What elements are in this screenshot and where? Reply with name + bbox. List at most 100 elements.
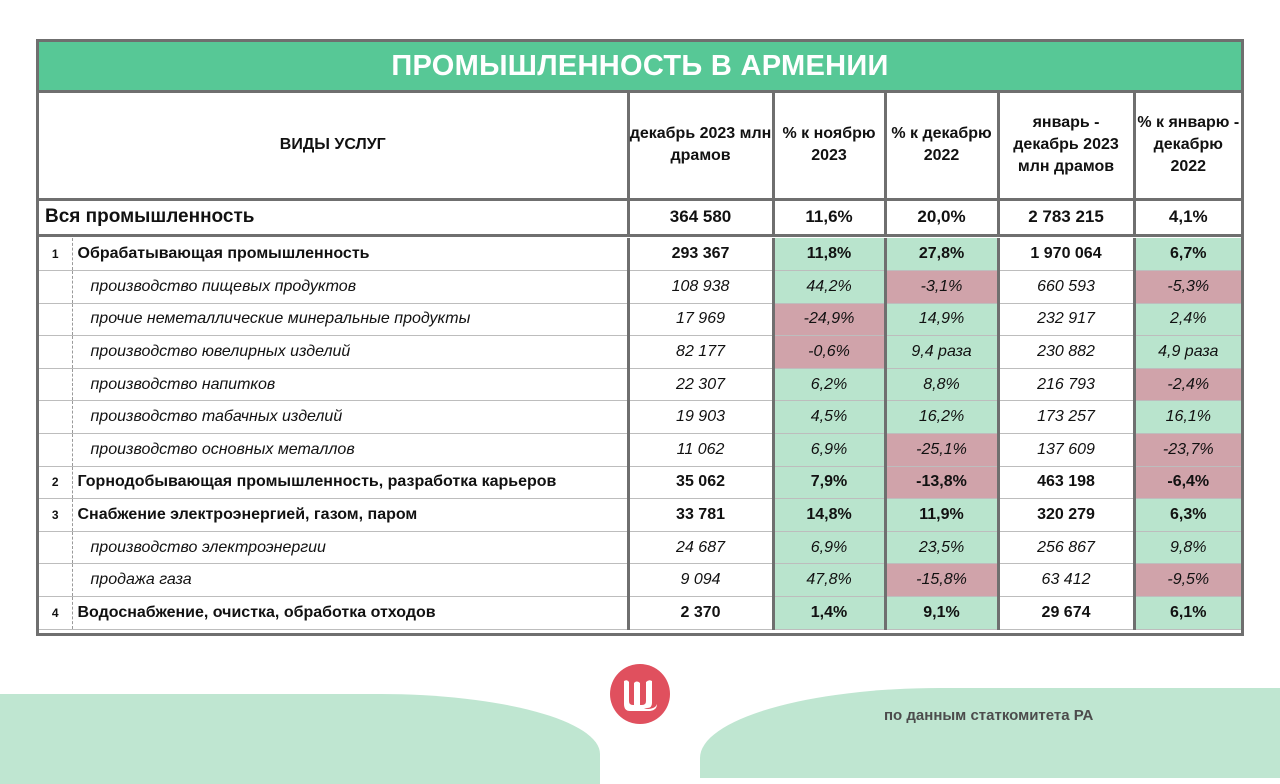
header-dec2023: декабрь 2023 млн драмов [626, 93, 774, 201]
row-vs-dec2022: -13,8% [883, 466, 999, 500]
row-dec2023: 35 062 [626, 466, 774, 500]
source-note: по данным статкомитета РА [884, 707, 1094, 724]
total-row: Вся промышленность 364 580 11,6% 20,0% 2… [39, 199, 1242, 237]
row-name: прочие неметаллические минеральные проду… [72, 303, 629, 337]
table-row: 4 Водоснабжение, очистка, обработка отхо… [39, 596, 1242, 630]
row-dec2023: 82 177 [626, 335, 774, 369]
row-vs-jan-dec2022: 16,1% [1132, 400, 1242, 435]
table-row: продажа газа 9 094 47,8% -15,8% 63 412 -… [39, 563, 1242, 598]
row-vs-nov: 1,4% [771, 596, 886, 630]
row-name: Обрабатывающая промышленность [72, 238, 629, 272]
row-vs-dec2022: 27,8% [883, 238, 999, 272]
header-service-types: ВИДЫ УСЛУГ [39, 93, 629, 201]
row-jan-dec2023: 256 867 [996, 531, 1135, 565]
header-vs-jan-dec2022: % к январю - декабрю 2022 [1132, 93, 1242, 201]
row-name: производство основных металлов [72, 433, 629, 467]
table-row: производство напитков 22 307 6,2% 8,8% 2… [39, 368, 1242, 402]
row-jan-dec2023: 230 882 [996, 335, 1135, 369]
row-vs-jan-dec2022: 2,4% [1132, 303, 1242, 337]
row-vs-jan-dec2022: -6,4% [1132, 466, 1242, 500]
row-dec2023: 33 781 [626, 498, 774, 532]
row-vs-nov: 4,5% [771, 400, 886, 435]
industry-rows: 1 Обрабатывающая промышленность 293 367 … [39, 238, 1242, 630]
row-vs-nov: -0,6% [771, 335, 886, 369]
row-jan-dec2023: 463 198 [996, 466, 1135, 500]
header-jan-dec2023: январь - декабрь 2023 млн драмов [996, 93, 1135, 201]
footer-wave-right [700, 688, 1280, 778]
row-name: Водоснабжение, очистка, обработка отходо… [72, 596, 629, 630]
header-vs-dec2022: % к декабрю 2022 [883, 93, 999, 201]
row-jan-dec2023: 29 674 [996, 596, 1135, 630]
row-name: Снабжение электроэнергией, газом, паром [72, 498, 629, 532]
row-vs-nov: 11,8% [771, 238, 886, 272]
total-jan-dec2023: 2 783 215 [996, 199, 1135, 237]
row-number [39, 400, 73, 435]
row-jan-dec2023: 1 970 064 [996, 238, 1135, 272]
table-row: прочие неметаллические минеральные проду… [39, 303, 1242, 337]
total-vs-nov: 11,6% [771, 199, 886, 237]
table-row: производство основных металлов 11 062 6,… [39, 433, 1242, 467]
total-dec2023: 364 580 [626, 199, 774, 237]
row-vs-dec2022: 8,8% [883, 368, 999, 402]
row-name: продажа газа [72, 563, 629, 598]
row-number [39, 531, 73, 565]
header-vs-nov2023: % к ноябрю 2023 [771, 93, 886, 201]
row-vs-dec2022: -3,1% [883, 270, 999, 304]
row-dec2023: 22 307 [626, 368, 774, 402]
row-name: производство табачных изделий [72, 400, 629, 435]
row-dec2023: 293 367 [626, 238, 774, 272]
row-vs-dec2022: 11,9% [883, 498, 999, 532]
row-vs-jan-dec2022: -2,4% [1132, 368, 1242, 402]
row-number [39, 368, 73, 402]
row-vs-dec2022: -15,8% [883, 563, 999, 598]
row-vs-nov: -24,9% [771, 303, 886, 337]
page-title: ПРОМЫШЛЕННОСТЬ В АРМЕНИИ [39, 42, 1241, 93]
row-vs-dec2022: 9,4 раза [883, 335, 999, 369]
row-vs-jan-dec2022: 6,1% [1132, 596, 1242, 630]
row-vs-nov: 7,9% [771, 466, 886, 500]
row-name: производство ювелирных изделий [72, 335, 629, 369]
row-vs-dec2022: 9,1% [883, 596, 999, 630]
table-row: производство пищевых продуктов 108 938 4… [39, 270, 1242, 304]
row-number [39, 303, 73, 337]
row-jan-dec2023: 137 609 [996, 433, 1135, 467]
row-number [39, 270, 73, 304]
row-vs-jan-dec2022: 6,7% [1132, 238, 1242, 272]
row-vs-jan-dec2022: -5,3% [1132, 270, 1242, 304]
shch-letter-logo-icon [610, 664, 670, 724]
row-number: 3 [39, 498, 73, 532]
row-number: 2 [39, 466, 73, 500]
row-name: производство напитков [72, 368, 629, 402]
row-vs-dec2022: 14,9% [883, 303, 999, 337]
row-jan-dec2023: 173 257 [996, 400, 1135, 435]
row-vs-jan-dec2022: -23,7% [1132, 433, 1242, 467]
row-vs-nov: 6,9% [771, 531, 886, 565]
table-row: 1 Обрабатывающая промышленность 293 367 … [39, 238, 1242, 272]
row-number: 1 [39, 238, 73, 272]
industry-table: ВИДЫ УСЛУГ декабрь 2023 млн драмов % к н… [39, 93, 1242, 630]
row-name: производство пищевых продуктов [72, 270, 629, 304]
row-vs-jan-dec2022: 9,8% [1132, 531, 1242, 565]
total-vs-jan-dec2022: 4,1% [1132, 199, 1242, 237]
header-row: ВИДЫ УСЛУГ декабрь 2023 млн драмов % к н… [39, 93, 1242, 201]
row-dec2023: 9 094 [626, 563, 774, 598]
row-number [39, 335, 73, 369]
row-jan-dec2023: 63 412 [996, 563, 1135, 598]
row-vs-jan-dec2022: -9,5% [1132, 563, 1242, 598]
row-vs-nov: 6,2% [771, 368, 886, 402]
row-dec2023: 2 370 [626, 596, 774, 630]
row-number [39, 563, 73, 598]
row-jan-dec2023: 660 593 [996, 270, 1135, 304]
footer-wave-left [0, 694, 600, 784]
row-vs-jan-dec2022: 4,9 раза [1132, 335, 1242, 369]
table-row: 3 Снабжение электроэнергией, газом, паро… [39, 498, 1242, 532]
row-vs-dec2022: 16,2% [883, 400, 999, 435]
table-row: производство электроэнергии 24 687 6,9% … [39, 531, 1242, 565]
row-vs-nov: 6,9% [771, 433, 886, 467]
row-vs-dec2022: -25,1% [883, 433, 999, 467]
row-dec2023: 24 687 [626, 531, 774, 565]
row-name: производство электроэнергии [72, 531, 629, 565]
row-vs-nov: 47,8% [771, 563, 886, 598]
row-dec2023: 19 903 [626, 400, 774, 435]
row-jan-dec2023: 320 279 [996, 498, 1135, 532]
